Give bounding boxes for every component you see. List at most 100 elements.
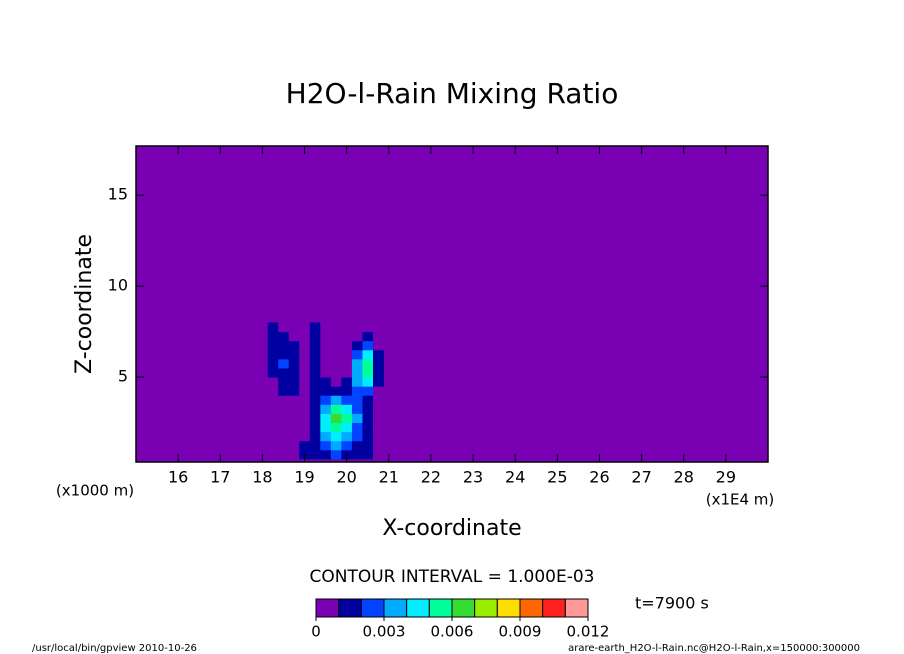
contour-cell	[330, 431, 342, 442]
colorbar-box	[564, 598, 589, 618]
contour-cell	[288, 367, 300, 378]
contour-cell	[267, 440, 279, 451]
contour-cell	[373, 322, 385, 333]
contour-cell	[288, 386, 300, 396]
contour-cell	[278, 322, 290, 333]
contour-cell	[267, 422, 279, 433]
contour-cell	[373, 340, 385, 351]
contour-cell	[320, 340, 332, 351]
contour-cell	[373, 431, 385, 442]
contour-cell	[309, 431, 321, 442]
x-tick-label: 29	[716, 468, 736, 487]
contour-cell	[362, 340, 374, 351]
contour-cell	[362, 331, 374, 342]
contour-cell	[330, 404, 342, 414]
contour-cell	[362, 449, 374, 460]
contour-cell	[373, 422, 385, 433]
colorbar-box	[542, 598, 566, 618]
contour-cell	[320, 377, 332, 387]
contour-cell	[299, 413, 311, 424]
contour-cell	[320, 358, 332, 369]
contour-cell	[278, 440, 290, 451]
contour-cell	[320, 431, 332, 442]
contour-cell	[330, 440, 342, 451]
contour-cell	[309, 340, 321, 351]
contour-cell	[309, 358, 321, 369]
colorbar-box	[451, 598, 476, 618]
contour-cell	[309, 422, 321, 433]
x-axis-label: X-coordinate	[382, 516, 521, 541]
contour-cell	[330, 358, 342, 369]
contour-cell	[267, 431, 279, 442]
y-tick-label: 5	[118, 367, 128, 386]
contour-cell	[320, 413, 332, 424]
contour-cell	[299, 377, 311, 387]
contour-cell	[330, 395, 342, 405]
contour-cell	[267, 386, 279, 396]
contour-cell	[362, 349, 374, 360]
contour-cell	[299, 395, 311, 405]
contour-cell	[278, 358, 290, 369]
x-tick-label: 21	[379, 468, 399, 487]
contour-cell	[330, 340, 342, 351]
colorbar-label: 0.003	[363, 623, 406, 641]
contour-cell	[351, 331, 363, 342]
contour-cell	[278, 377, 290, 387]
contour-cell	[351, 386, 363, 396]
contour-cell	[373, 449, 385, 460]
contour-cell	[351, 322, 363, 333]
contour-cell	[267, 367, 279, 378]
footer-left: /usr/local/bin/gpview 2010-10-26	[32, 643, 197, 654]
contour-cell	[299, 358, 311, 369]
contour-cell	[351, 377, 363, 387]
contour-cell	[299, 404, 311, 414]
contour-cell	[320, 422, 332, 433]
contour-cell	[309, 377, 321, 387]
x-tick-label: 20	[336, 468, 356, 487]
contour-cell	[373, 349, 385, 360]
contour-cell	[341, 340, 353, 351]
contour-cell	[299, 431, 311, 442]
contour-cell	[320, 331, 332, 342]
colorbar-box	[519, 598, 544, 618]
contour-cell	[288, 449, 300, 460]
contour-cell	[299, 331, 311, 342]
contour-cell	[341, 395, 353, 405]
contour-cell	[288, 322, 300, 333]
contour-cell	[351, 449, 363, 460]
contour-cell	[341, 431, 353, 442]
contour-cell	[309, 386, 321, 396]
x-tick-label: 28	[674, 468, 694, 487]
contour-cell	[288, 349, 300, 360]
contour-cell	[373, 386, 385, 396]
chart-title: H2O-l-Rain Mixing Ratio	[286, 77, 619, 110]
contour-cell	[320, 367, 332, 378]
colorbar-box	[360, 598, 385, 618]
contour-cell	[320, 440, 332, 451]
contour-cell	[362, 395, 374, 405]
contour-cell	[278, 413, 290, 424]
contour-cell	[309, 331, 321, 342]
contour-cell	[330, 422, 342, 433]
contour-cell	[267, 449, 279, 460]
footer-right: arare-earth_H2O-l-Rain.nc@H2O-l-Rain,x=1…	[568, 643, 860, 654]
contour-cell	[278, 422, 290, 433]
contour-cell	[330, 413, 342, 424]
contour-cell	[341, 440, 353, 451]
contour-cell	[373, 377, 385, 387]
contour-cell	[288, 440, 300, 451]
contour-cell	[299, 367, 311, 378]
contour-cell	[362, 404, 374, 414]
contour-cell	[299, 422, 311, 433]
contour-cell	[267, 358, 279, 369]
y-tick-label: 10	[108, 276, 128, 295]
contour-cell	[278, 395, 290, 405]
x-tick-label: 23	[463, 468, 483, 487]
contour-cell	[299, 340, 311, 351]
contour-cell	[278, 449, 290, 460]
contour-cell	[373, 440, 385, 451]
contour-cell	[320, 386, 332, 396]
contour-cell	[351, 431, 363, 442]
contour-cell	[267, 331, 279, 342]
